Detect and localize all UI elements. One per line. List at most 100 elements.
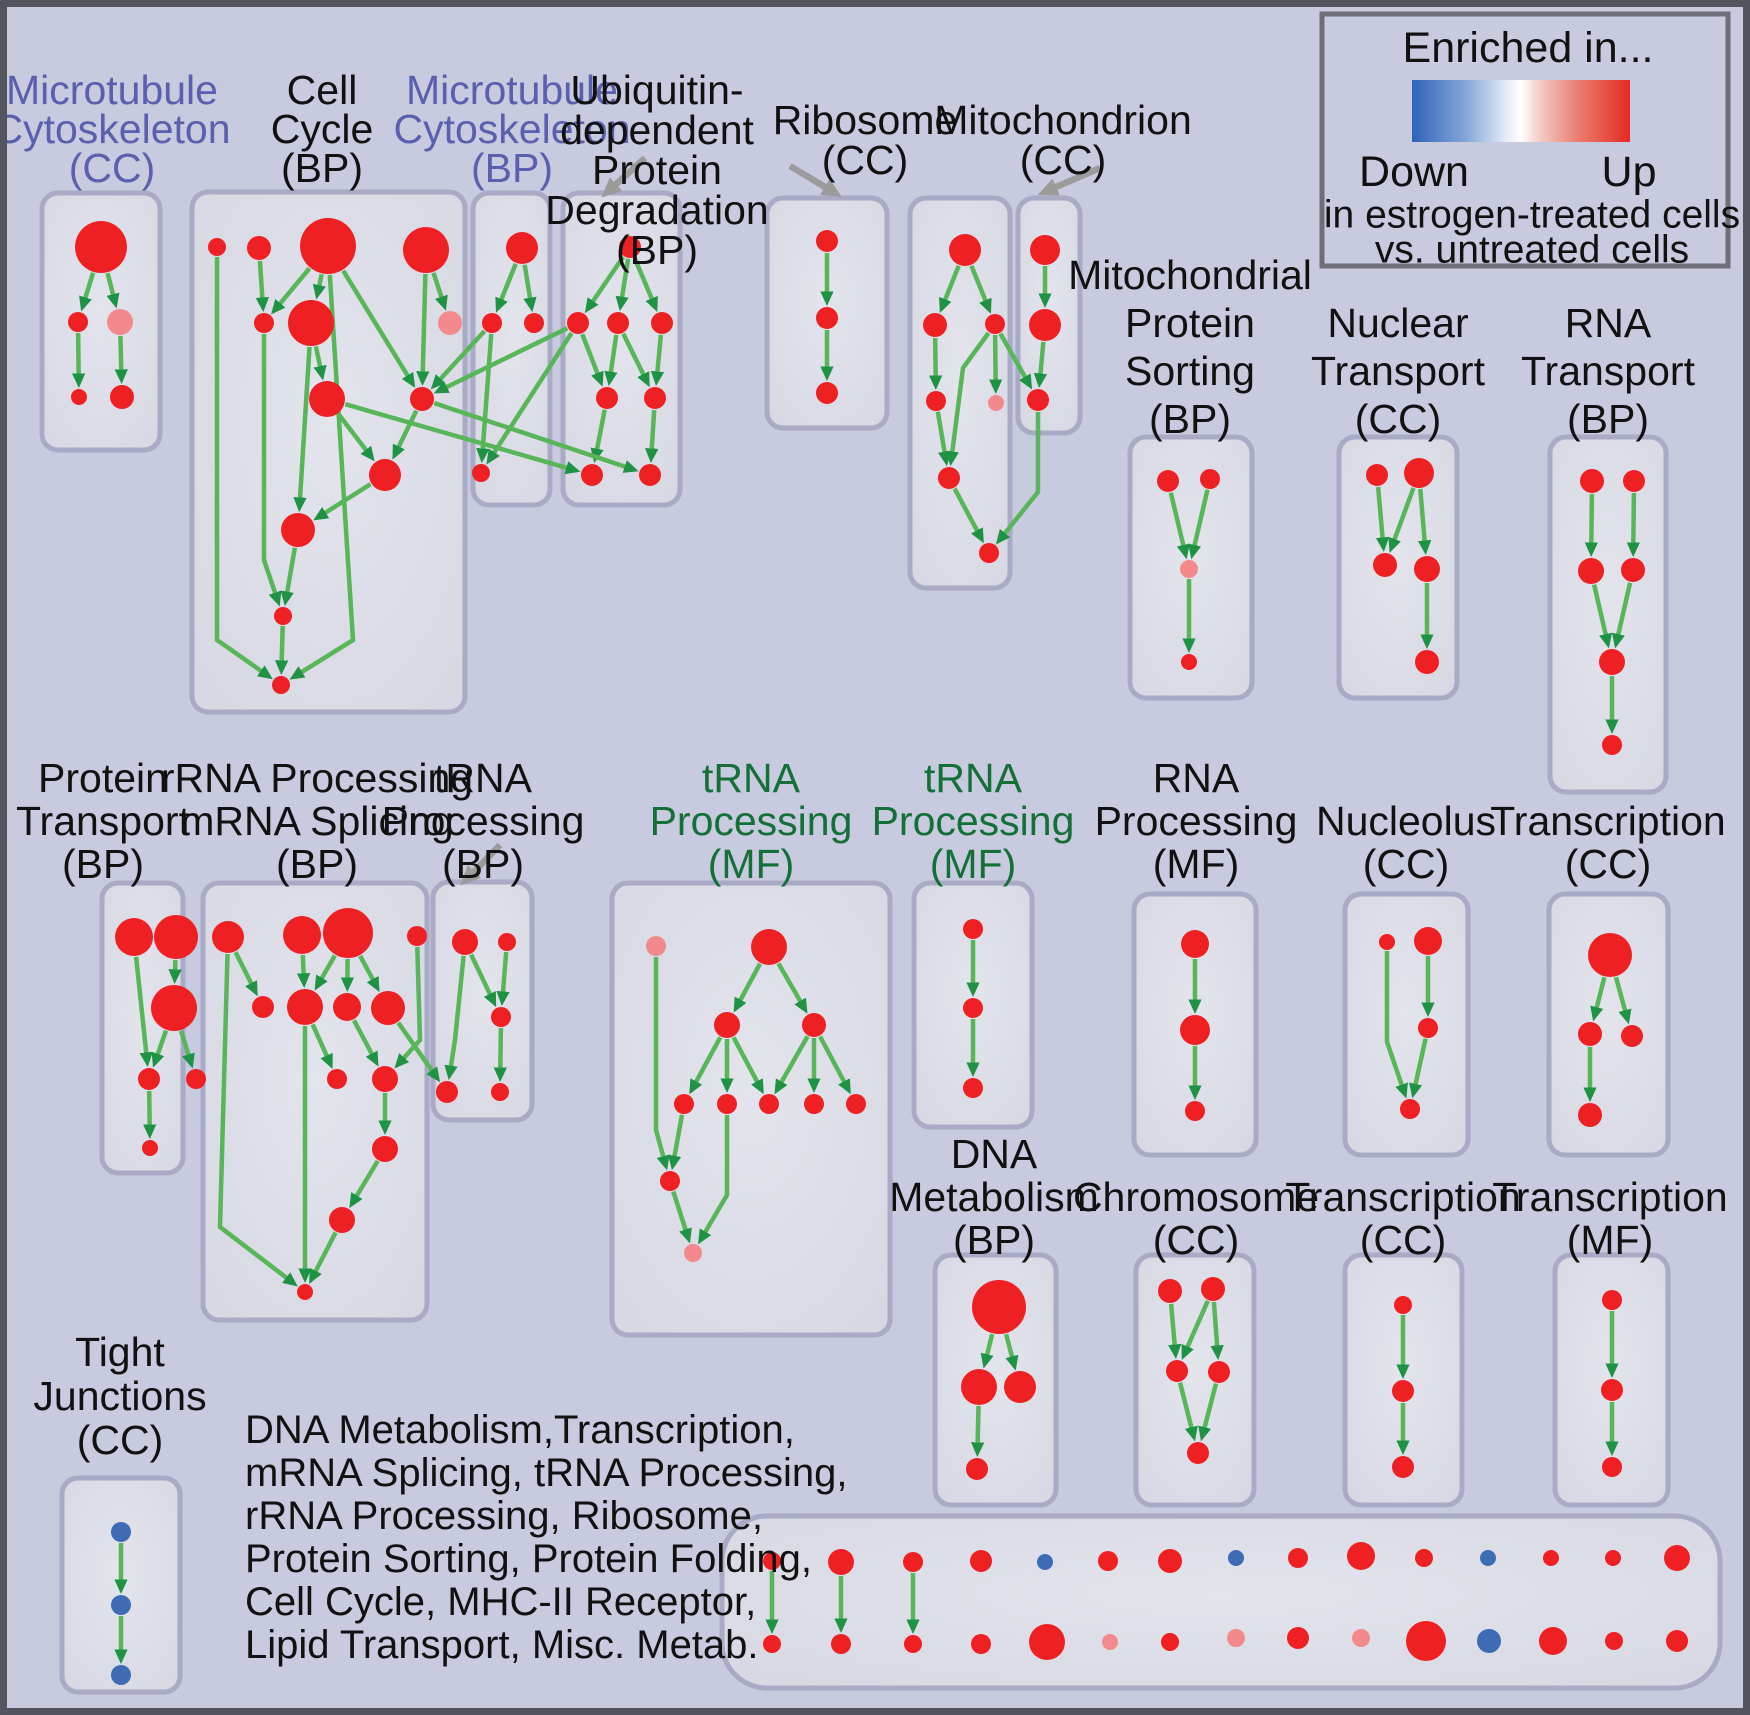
edge-rrna-mrna: [394, 946, 423, 1069]
edge-trna-bp: [493, 1027, 508, 1082]
edge-trna-mf-1: [698, 1115, 730, 1245]
node-ubiquitin-1-d6: [644, 387, 666, 409]
cluster-label-protein-transport-line3: (BP): [62, 841, 144, 887]
node-cell-cycle-b4: [403, 227, 449, 273]
cluster-label-trna-mf-1-line2: Processing: [650, 798, 853, 844]
edge-trna-bp: [496, 951, 510, 1007]
cluster-label-rrna-mrna-line3: (BP): [276, 841, 358, 887]
node-transcription-cc-1-z4: [1578, 1103, 1602, 1127]
node-rrna-mrna-q1: [212, 921, 244, 953]
edge-dna-metabolism: [970, 1405, 985, 1457]
edge-microtubule-cc: [79, 272, 96, 312]
edge-trna-mf-1: [774, 1035, 810, 1095]
edge-rna-transport: [1584, 493, 1598, 557]
cluster-label-rrna-mrna-line2: mRNA Splicing: [180, 798, 453, 844]
edge-nucleolus: [1409, 1038, 1428, 1099]
edge-transcription-cc-1: [1613, 976, 1632, 1025]
edge-chromosome: [1210, 1301, 1224, 1361]
edge-chromosome: [1198, 1383, 1219, 1442]
cluster-label-mito-protein-sorting-line3: Sorting: [1125, 348, 1255, 394]
edge-rna-transport: [1611, 582, 1633, 649]
edge-rrna-mrna: [233, 951, 258, 997]
cluster-label-transcription-cc-2-line2: (CC): [1360, 1217, 1447, 1263]
cluster-label-rna-processing-mf-line2: Processing: [1095, 798, 1298, 844]
node-rrna-mrna-p5: [186, 1069, 206, 1089]
edge-nucleolus: [1384, 951, 1408, 1099]
node-rrna-mrna-q8: [371, 991, 405, 1025]
node-cell-cycle-b7: [309, 381, 345, 417]
node-misc-cluster-st10b: [1352, 1629, 1370, 1647]
node-tight-junctions-k1: [111, 1522, 131, 1542]
node-transcription-cc-1-z1: [1588, 933, 1632, 977]
node-rna-processing-mf-x1: [1181, 930, 1209, 958]
edge-microtubule-cc: [105, 272, 120, 309]
edge-ubiquitin-1: [584, 255, 626, 314]
node-cell-cycle-b9: [369, 459, 401, 491]
edge-nuclear-transport: [1375, 486, 1390, 553]
misc-categories-text-line4: Protein Sorting, Protein Folding,: [245, 1537, 812, 1581]
cross-edge: [430, 329, 487, 390]
edge-chromosome: [1168, 1303, 1182, 1360]
node-misc-cluster-st9b: [1287, 1627, 1309, 1649]
edge-ribosome: [935, 411, 952, 467]
node-rrna-mrna-q5: [252, 996, 274, 1018]
cluster-box-rna-transport: [1547, 434, 1669, 795]
cluster-label-mitochondrion-line1: Mitochondrion: [934, 97, 1192, 143]
cluster-label-rna-processing-mf-line1: RNA: [1153, 755, 1240, 801]
node-rrna-mrna-q10: [372, 1066, 398, 1092]
node-misc-cluster-st8a: [1228, 1550, 1244, 1566]
node-microtubule-bp-c4: [472, 464, 490, 482]
cluster-box-tight-junctions: [59, 1475, 183, 1695]
node-misc-cluster-st1b: [763, 1635, 781, 1653]
node-misc-cluster-st15b: [1666, 1630, 1688, 1652]
edge-rna-transport: [1626, 492, 1640, 557]
node-nucleolus-y3: [1418, 1018, 1438, 1038]
edge-cell-cycle: [312, 273, 326, 300]
node-ribosome-r8: [979, 543, 999, 563]
node-protein-transport-p1: [115, 918, 153, 956]
node-trna-mf-1-v9: [846, 1094, 866, 1114]
cluster-label-microtubule-bp-line2: Cytoskeleton: [393, 106, 630, 152]
edge-protein-transport: [142, 1090, 157, 1139]
node-dna-metabolism-g4: [966, 1458, 988, 1480]
cluster-label-nuclear-transport-line2: Transport: [1311, 348, 1486, 394]
edge-ribosome: [952, 487, 984, 544]
node-nuclear-transport-n4: [1414, 556, 1440, 582]
node-trna-bp-u1: [452, 929, 478, 955]
edge-chromosome: [1181, 1299, 1210, 1360]
node-microtubule-cc-a3: [107, 309, 133, 335]
cluster-label-cell-cycle-line2: Cycle: [271, 106, 374, 152]
node-cell-cycle-b3: [300, 218, 356, 274]
node-mitochondrion-m1: [1030, 235, 1060, 265]
node-chromosome-h2: [1201, 1277, 1225, 1301]
cluster-label-dna-metabolism-line3: (BP): [953, 1217, 1035, 1263]
cluster-label-rna-transport-line3: (BP): [1567, 396, 1649, 442]
cross-edge: [998, 332, 1033, 390]
node-ribosome-r7: [938, 467, 960, 489]
node-misc-cluster-st4a: [970, 1550, 992, 1572]
node-microtubule-cc-a2: [68, 312, 88, 332]
edge-cell-cycle: [313, 346, 327, 381]
legend-colorbar: [1412, 80, 1630, 142]
edge-ubiquitin-1: [645, 409, 659, 464]
edge-trna-mf-1: [776, 962, 808, 1014]
node-transcription-cc-2-i2: [1392, 1380, 1414, 1402]
cross-edge: [396, 1021, 441, 1083]
node-rrna-mrna-q9: [327, 1069, 347, 1089]
edge-rna-transport: [1591, 584, 1613, 649]
node-misc-cluster-st14b: [1605, 1632, 1623, 1650]
cluster-label-nuclear-transport-line1: Nuclear: [1327, 300, 1468, 346]
node-nuclear-transport-n3: [1373, 553, 1397, 577]
node-misc-cluster-st2b: [831, 1634, 851, 1654]
cluster-label-ribosome-line1: Ribosome: [773, 97, 958, 143]
cluster-label-ubiquitin-1-line3: Protein: [592, 147, 722, 193]
edge-cell-cycle: [280, 547, 298, 607]
node-transcription-mf-j1: [1602, 1290, 1622, 1310]
edge-trna-mf-1: [671, 1190, 692, 1244]
edge-trna-mf-1: [653, 957, 670, 1171]
cluster-label-trna-mf-2-line1: tRNA: [924, 755, 1023, 801]
edge-ribosome: [945, 331, 991, 467]
node-microtubule-bp-c1: [506, 232, 538, 264]
node-rna-transport-t3: [1578, 558, 1604, 584]
cluster-label-tight-junctions-line1: Tight: [75, 1329, 165, 1375]
